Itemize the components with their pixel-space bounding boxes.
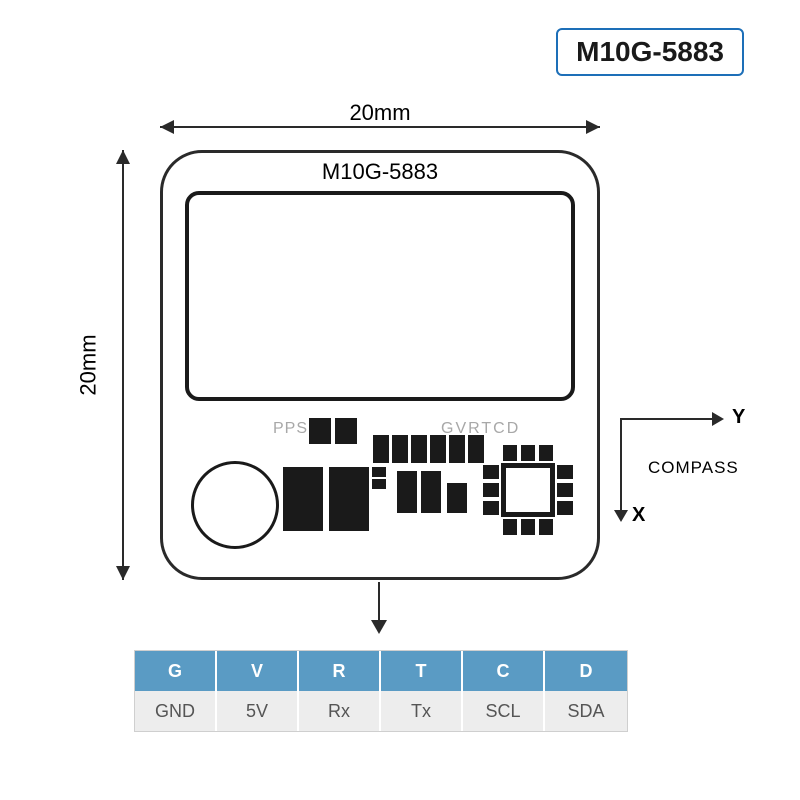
chip-pad <box>503 445 517 461</box>
pps-label: PPS <box>273 420 308 438</box>
compass-y-label: Y <box>732 406 745 429</box>
pinout-value-cell: Rx <box>299 691 381 731</box>
smd-part <box>335 418 357 444</box>
pinout-header-cell: T <box>381 651 463 691</box>
smd-part <box>449 435 465 463</box>
pinout-header-cell: G <box>135 651 217 691</box>
smd-part <box>411 435 427 463</box>
smd-part <box>392 435 408 463</box>
chip-pad <box>557 483 573 497</box>
smd-part <box>283 467 323 531</box>
chip-pad <box>521 445 535 461</box>
compass-axes: Y X COMPASS <box>620 418 760 548</box>
product-label-box: M10G-5883 <box>556 28 744 76</box>
smd-part <box>309 418 331 444</box>
chip-pad <box>557 501 573 515</box>
coil-outline <box>191 461 279 549</box>
dimension-width: 20mm <box>160 112 600 142</box>
smd-part <box>421 471 441 513</box>
chip-pad <box>521 519 535 535</box>
smd-part <box>372 467 386 477</box>
smd-part <box>468 435 484 463</box>
board-screen-outline <box>185 191 575 401</box>
chip-pad <box>557 465 573 479</box>
pinout-header-cell: R <box>299 651 381 691</box>
pinout-value-cell: GND <box>135 691 217 731</box>
pinout-header-cell: C <box>463 651 545 691</box>
pinout-table: GVRTCD GND5VRxTxSCLSDA <box>134 650 628 732</box>
smd-part <box>372 479 386 489</box>
chip-pad <box>503 519 517 535</box>
pinout-header-cell: D <box>545 651 627 691</box>
pcb-board: M10G-5883 PPS GVRTCD <box>160 150 600 580</box>
compass-chip <box>501 463 555 517</box>
smd-part <box>430 435 446 463</box>
compass-x-label: X <box>632 504 645 527</box>
dimension-height-label: 20mm <box>76 328 102 401</box>
pinout-header-row: GVRTCD <box>135 651 627 691</box>
board-title: M10G-5883 <box>163 159 597 185</box>
chip-pad <box>483 465 499 479</box>
smd-part <box>397 471 417 513</box>
chip-pad <box>539 519 553 535</box>
pinout-value-cell: SDA <box>545 691 627 731</box>
diagram-canvas: M10G-5883 20mm 20mm M10G-5883 PPS GVRTCD <box>0 0 800 800</box>
pinout-value-cell: SCL <box>463 691 545 731</box>
chip-pad <box>483 483 499 497</box>
chip-pad <box>539 445 553 461</box>
arrow-to-pinout <box>378 582 380 632</box>
pinout-value-row: GND5VRxTxSCLSDA <box>135 691 627 731</box>
pinout-value-cell: Tx <box>381 691 463 731</box>
smd-part <box>373 435 389 463</box>
pinout-header-cell: V <box>217 651 299 691</box>
smd-part <box>447 483 467 513</box>
smd-part <box>329 467 369 531</box>
dimension-width-label: 20mm <box>340 100 420 126</box>
dimension-height: 20mm <box>108 150 138 580</box>
compass-caption: COMPASS <box>648 458 739 478</box>
chip-pad <box>483 501 499 515</box>
pinout-value-cell: 5V <box>217 691 299 731</box>
